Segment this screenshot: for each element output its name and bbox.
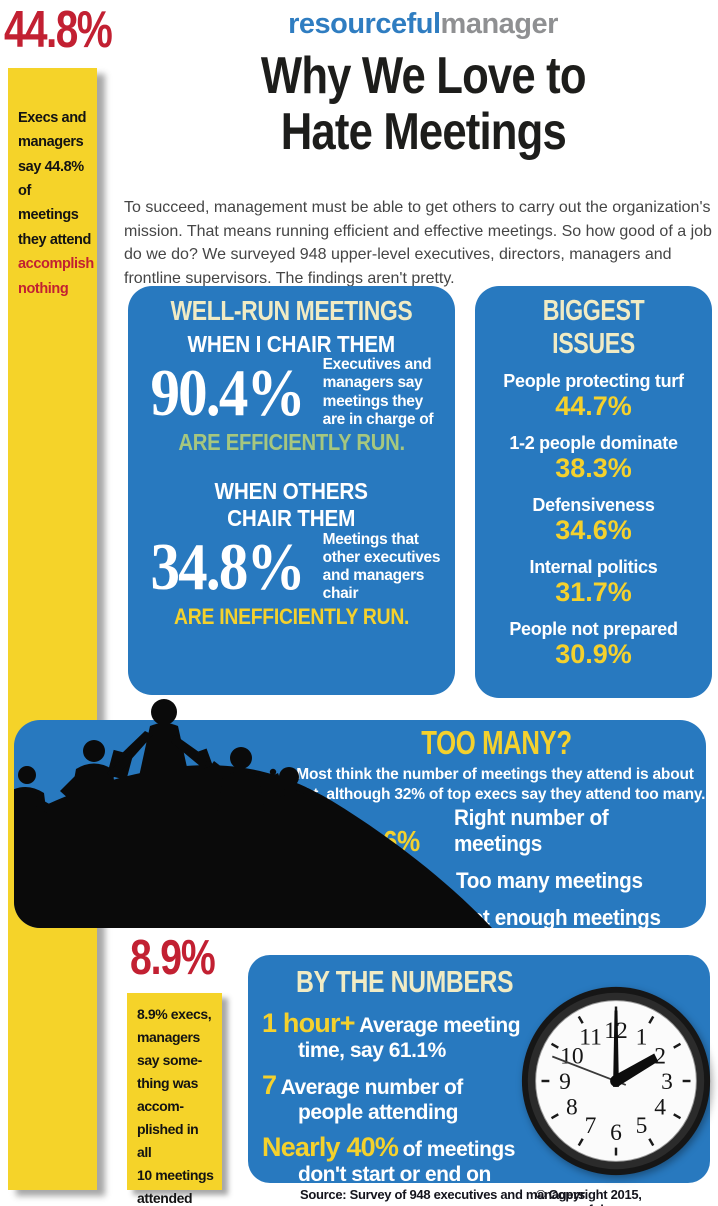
numbers-text: of meetings don't start or end on time [298, 1137, 515, 1206]
well-run-title: WELL-RUN MEETINGS [170, 295, 413, 326]
numbers-highlight: Nearly 40% [262, 1131, 399, 1162]
meeting-silhouette-illustration [14, 695, 584, 928]
logo-primary: resourceful [288, 8, 441, 40]
by-the-numbers-title: BY THE NUMBERS [296, 964, 514, 999]
footer-copyright: © Copyright 2015, resourcefulmanager [536, 1187, 656, 1206]
clock-numerals: 1 2 3 4 5 6 7 8 9 10 11 12 [559, 1018, 673, 1146]
issue-item: People protecting turf 44.7% [475, 371, 712, 423]
svg-text:10: 10 [560, 1043, 584, 1069]
silhouette-svg [14, 699, 492, 928]
others-chair-desc: Meetings that other executives and manag… [322, 530, 441, 603]
issue-item: 1-2 people dominate 38.3% [475, 433, 712, 485]
issue-label: 1-2 people dominate [509, 433, 678, 454]
clock-center-cap [610, 1075, 622, 1087]
chair-them-result: ARE EFFICIENTLY RUN. [178, 429, 405, 456]
svg-text:8: 8 [566, 1094, 578, 1120]
numbers-highlight: 1 hour+ [262, 1008, 355, 1038]
chair-them-value: 90.4% [150, 355, 306, 430]
others-chair-heading: WHEN OTHERS CHAIR THEM [214, 478, 369, 532]
svg-text:3: 3 [661, 1069, 673, 1095]
clock-minute-hand [613, 1010, 619, 1087]
stat-label: Too many meetings [456, 868, 643, 893]
issue-item: People not prepared 30.9% [475, 619, 712, 671]
left-bar-text-highlight: accomplish nothing [18, 256, 94, 297]
well-run-meetings-panel: WELL-RUN MEETINGS WHEN I CHAIR THEM 90.4… [128, 286, 455, 695]
clock-ticks [541, 1006, 691, 1156]
others-chair-stat-row: 34.8% Meetings that other executives and… [128, 531, 455, 604]
clock-hour-hand [613, 1053, 659, 1086]
svg-text:11: 11 [579, 1025, 602, 1051]
svg-text:5: 5 [636, 1113, 648, 1139]
by-the-numbers-items: 1 hour+ Average meeting time, say 61.1% … [262, 1008, 534, 1206]
svg-text:1: 1 [636, 1025, 648, 1051]
numbers-item: 7 Average number of people attending [262, 1070, 534, 1126]
biggest-issues-title: BIGGEST ISSUES [542, 295, 645, 360]
issue-label: People protecting turf [503, 371, 684, 391]
issue-item: Defensiveness 34.6% [475, 495, 712, 547]
svg-text:6: 6 [610, 1120, 622, 1146]
svg-text:9: 9 [559, 1069, 571, 1095]
issue-value: 38.3% [555, 453, 632, 484]
issue-label: Defensiveness [532, 495, 655, 516]
numbers-item: 1 hour+ Average meeting time, say 61.1% [262, 1008, 534, 1064]
accomplished-yellow-box: 8.9% execs, managers say some- thing was… [127, 993, 222, 1206]
numbers-highlight: 7 [262, 1069, 277, 1100]
left-yellow-bar: Execs and managers say 44.8% of meetings… [8, 68, 97, 1190]
page-title: Why We Love to Hate Meetings [260, 47, 587, 162]
issue-item: Internal politics 31.7% [475, 557, 712, 609]
svg-text:2: 2 [654, 1043, 666, 1069]
stat-44-8-value: 44.8% [4, 1, 113, 59]
chair-them-heading: WHEN I CHAIR THEM [187, 331, 396, 357]
brand-logo: resourcefulmanager [132, 8, 714, 41]
stat-label: Not enough meetings [456, 905, 661, 930]
chair-them-stat-row: 90.4% Executives and managers say meetin… [128, 356, 455, 429]
left-bar-text: Execs and managers say 44.8% of meetings… [18, 110, 91, 248]
issue-value: 34.6% [555, 515, 632, 546]
biggest-issues-panel: BIGGEST ISSUES People protecting turf 44… [475, 286, 712, 698]
issue-value: 31.7% [555, 577, 632, 608]
others-chair-result: ARE INEFFICIENTLY RUN. [173, 603, 410, 629]
stat-label: Right number of meetings [454, 805, 609, 856]
wall-clock-icon: 1 2 3 4 5 6 7 8 9 10 11 12 [521, 986, 711, 1176]
others-chair-value: 34.8% [150, 529, 306, 604]
footer-source: Source: Survey of 948 executives and man… [300, 1187, 585, 1202]
svg-text:4: 4 [654, 1094, 666, 1120]
svg-text:7: 7 [585, 1113, 597, 1139]
stat-8-9-value: 8.9% [130, 931, 216, 985]
numbers-text: Average meeting time, say 61.1% [298, 1014, 521, 1062]
issue-label: Internal politics [529, 557, 658, 578]
issue-value: 44.7% [555, 391, 632, 422]
numbers-item: Nearly 40% of meetings don't start or en… [262, 1132, 534, 1206]
numbers-text: Average number of people attending [280, 1075, 464, 1124]
chair-them-desc: Executives and managers say meetings the… [322, 356, 434, 428]
issue-label: People not prepared [509, 619, 678, 640]
issue-value: 30.9% [555, 639, 632, 670]
intro-paragraph: To succeed, management must be able to g… [124, 199, 712, 287]
too-many-title: TOO MANY? [420, 724, 572, 761]
logo-secondary: manager [440, 8, 559, 40]
